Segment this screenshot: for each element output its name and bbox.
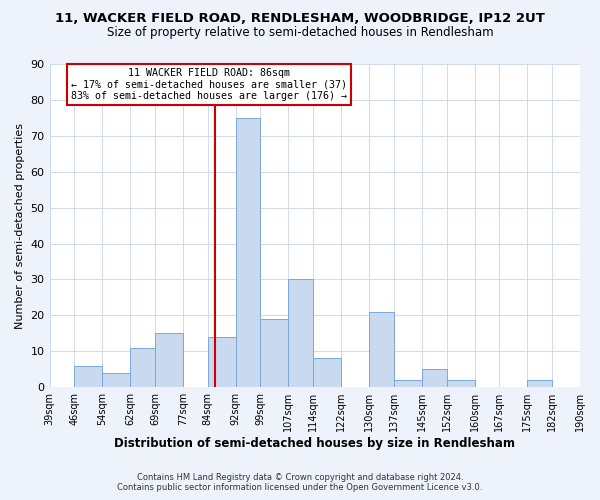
Bar xyxy=(130,348,155,387)
Text: Size of property relative to semi-detached houses in Rendlesham: Size of property relative to semi-detach… xyxy=(107,26,493,39)
Bar xyxy=(369,312,394,387)
Bar xyxy=(74,366,102,387)
Bar xyxy=(527,380,552,387)
Bar xyxy=(422,370,446,387)
Bar xyxy=(446,380,475,387)
Bar xyxy=(155,334,183,387)
Bar xyxy=(394,380,422,387)
Bar xyxy=(208,337,236,387)
Bar xyxy=(289,280,313,387)
Bar xyxy=(313,358,341,387)
Text: 11, WACKER FIELD ROAD, RENDLESHAM, WOODBRIDGE, IP12 2UT: 11, WACKER FIELD ROAD, RENDLESHAM, WOODB… xyxy=(55,12,545,26)
Bar xyxy=(102,373,130,387)
Bar xyxy=(236,118,260,387)
Y-axis label: Number of semi-detached properties: Number of semi-detached properties xyxy=(15,122,25,328)
Text: Contains HM Land Registry data © Crown copyright and database right 2024.
Contai: Contains HM Land Registry data © Crown c… xyxy=(118,473,482,492)
Bar xyxy=(260,319,289,387)
Text: 11 WACKER FIELD ROAD: 86sqm
← 17% of semi-detached houses are smaller (37)
83% o: 11 WACKER FIELD ROAD: 86sqm ← 17% of sem… xyxy=(71,68,347,101)
X-axis label: Distribution of semi-detached houses by size in Rendlesham: Distribution of semi-detached houses by … xyxy=(114,437,515,450)
